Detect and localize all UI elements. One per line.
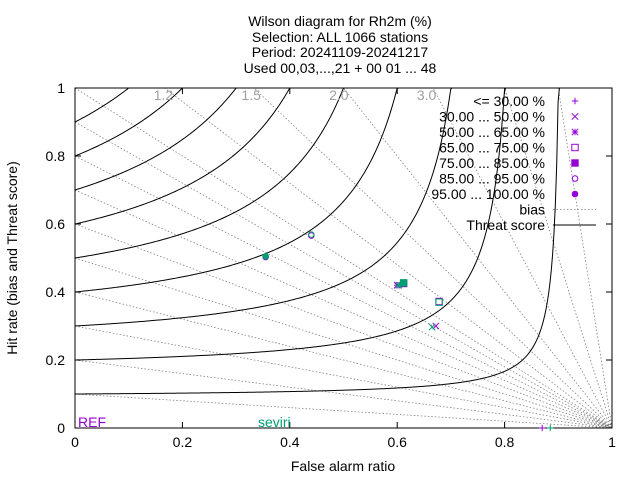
bias-line-2 [75, 325, 612, 428]
threat-line-8 [75, 88, 131, 123]
title-line-3: Period: 20241109-20241217 [252, 44, 429, 60]
legend-entry-marker-5 [571, 175, 579, 182]
threat-line-3 [75, 88, 399, 293]
x-tick-label-2: 0.4 [280, 434, 300, 450]
x-axis: 0 0.2 0.4 0.6 0.8 1 [71, 88, 616, 450]
threat-line-1 [75, 88, 507, 361]
series-label-0: REF [78, 414, 106, 430]
legend-entry-marker-4-sq [571, 159, 579, 167]
point-0-0 [538, 424, 546, 432]
y-axis: 0 0.2 0.4 0.6 0.8 1 [46, 80, 612, 436]
bias-line-1 [75, 359, 612, 428]
bias-line-3 [75, 291, 612, 428]
threat-line-0 [75, 88, 560, 395]
point-1-1-d2 [428, 323, 436, 331]
point-1-4 [399, 279, 408, 287]
threat-line-5 [75, 88, 292, 225]
series-label-1: seviri [258, 414, 291, 430]
series-labels: REF seviri [78, 414, 291, 430]
title-line-4: Used 00,03,...,21 + 00 01 ... 48 [244, 60, 437, 76]
legend-entry-marker-4 [571, 159, 579, 167]
point-1-3-sq [435, 298, 443, 306]
legend-entry-label-1: 30.00 ... 50.00 % [439, 109, 545, 125]
bias-line-8 [75, 121, 612, 428]
bias-line-7 [75, 155, 612, 428]
legend-entry-label-0: <= 30.00 % [473, 93, 545, 109]
y-tick-label-5: 1 [57, 80, 65, 96]
x-tick-label-3: 0.6 [387, 434, 407, 450]
point-1-6 [262, 252, 269, 260]
x-tick-label-5: 1 [608, 434, 616, 450]
bias-lines [75, 88, 612, 428]
bias-label-3: 3.0 [417, 87, 437, 103]
point-1-1 [428, 323, 436, 331]
legend-entry-marker-2 [571, 128, 579, 136]
threat-line-7 [75, 88, 184, 157]
title-line-1: Wilson diagram for Rh2m (%) [248, 13, 432, 29]
legend-entry-marker-6-c [571, 190, 579, 198]
y-tick-label-3: 0.6 [46, 216, 66, 232]
plot-frame [74, 87, 613, 429]
legend-entry-label-6: 95.00 ... 100.00 % [431, 186, 545, 202]
point-1-5-c [307, 231, 315, 238]
bias-line-12 [342, 88, 612, 428]
legend-entry-label-3: 65.00 ... 75.00 % [439, 140, 545, 156]
y-tick-label-0: 0 [57, 420, 65, 436]
point-1-0 [547, 424, 554, 432]
threat-score-lines [75, 88, 560, 395]
point-1-3 [435, 298, 443, 306]
x-tick-label-4: 0.8 [495, 434, 515, 450]
legend-entry-label-2: 50.00 ... 65.00 % [439, 124, 545, 140]
legend-entry-marker-6 [571, 190, 579, 198]
x-tick-label-0: 0 [71, 434, 79, 450]
y-tick-label-2: 0.4 [46, 284, 66, 300]
bias-label-2: 2.0 [329, 87, 349, 103]
x-tick-label-1: 0.2 [173, 434, 193, 450]
y-tick-label-1: 0.2 [46, 352, 66, 368]
bias-line-5 [75, 223, 612, 428]
threat-line-4 [75, 88, 345, 259]
legend: <= 30.00 %30.00 ... 50.00 %50.00 ... 65.… [431, 93, 596, 233]
bias-line-11 [253, 88, 612, 428]
title-line-2: Selection: ALL 1066 stations [252, 29, 428, 45]
y-axis-label: Hit rate (bias and Threat score) [4, 161, 20, 355]
legend-entry-label-5: 85.00 ... 95.00 % [439, 171, 545, 187]
legend-entry-marker-0 [571, 97, 579, 105]
legend-entry-label-4: 75.00 ... 85.00 % [439, 155, 545, 171]
threat-line-6 [75, 88, 238, 191]
bias-line-9 [75, 88, 612, 428]
legend-bias-label: bias [519, 202, 545, 218]
chart-title: Wilson diagram for Rh2m (%) Selection: A… [244, 13, 437, 76]
bias-line-10 [163, 88, 612, 428]
point-1-6-c [262, 252, 269, 260]
legend-entry-marker-5-c [571, 175, 579, 182]
point-1-4-sq [399, 279, 408, 287]
legend-entry-marker-2-d2 [571, 128, 579, 136]
legend-entry-marker-1-d2 [571, 112, 579, 121]
point-1-5 [307, 231, 315, 238]
bias-line-4 [75, 257, 612, 428]
legend-entry-marker-3 [571, 143, 579, 152]
x-axis-label: False alarm ratio [291, 458, 395, 474]
bias-labels: 1.2 1.5 2.0 3.0 [154, 87, 437, 103]
legend-entry-marker-3-sq [571, 143, 579, 152]
y-tick-label-4: 0.8 [46, 148, 66, 164]
bias-label-1: 1.5 [241, 87, 261, 103]
legend-threat-label: Threat score [466, 217, 545, 233]
bias-label-0: 1.2 [154, 87, 174, 103]
threat-line-2 [75, 88, 453, 327]
bias-line-0 [75, 393, 612, 428]
data-points [262, 231, 554, 432]
legend-entry-marker-1 [571, 112, 579, 121]
